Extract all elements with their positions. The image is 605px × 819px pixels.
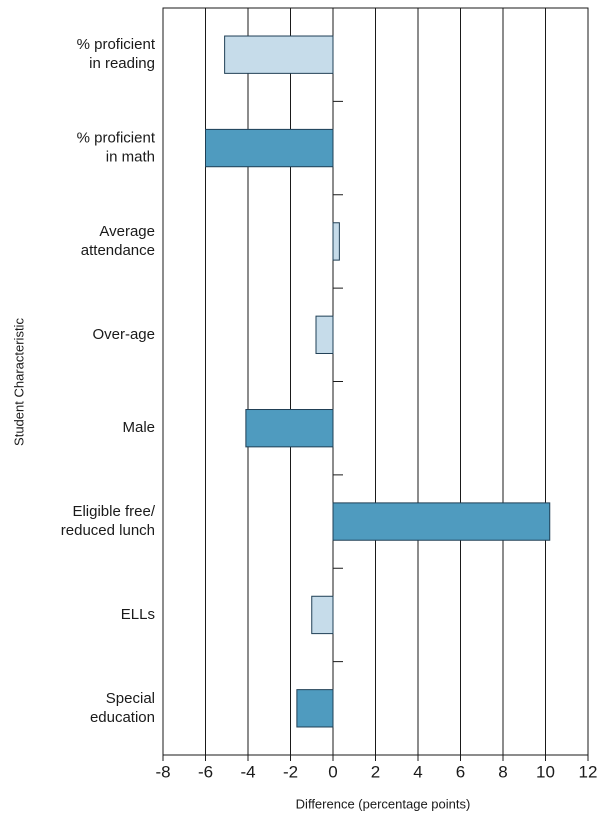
y-tick-label: Eligible free/reduced lunch bbox=[61, 503, 156, 539]
x-tick-label: 4 bbox=[413, 762, 422, 781]
y-tick-label: ELLs bbox=[121, 606, 155, 623]
bar bbox=[224, 35, 334, 74]
y-tick-label: Average attendance bbox=[81, 223, 155, 259]
bar bbox=[205, 128, 334, 168]
x-tick-label: 2 bbox=[371, 762, 380, 781]
y-tick-label-line: Special bbox=[106, 690, 155, 707]
y-tick-label: Special education bbox=[90, 690, 155, 726]
y-tick-label-line: education bbox=[90, 709, 155, 726]
x-tick-label: -2 bbox=[283, 762, 298, 781]
x-tick-label: -4 bbox=[240, 762, 255, 781]
bar bbox=[332, 222, 340, 261]
y-tick-label-line: Male bbox=[122, 419, 155, 436]
y-tick-label-line: % proficient bbox=[77, 36, 156, 53]
bar bbox=[296, 689, 334, 728]
bar bbox=[311, 595, 334, 635]
x-tick-label: 0 bbox=[328, 762, 337, 781]
y-tick-label-line: reduced lunch bbox=[61, 522, 155, 539]
x-axis-label: Difference (percentage points) bbox=[296, 796, 471, 811]
y-tick-label: Over-age bbox=[92, 326, 155, 343]
y-tick-label-line: in math bbox=[106, 149, 155, 166]
bar bbox=[315, 315, 334, 354]
y-tick-label-line: Average bbox=[99, 223, 155, 240]
x-tick-label: 6 bbox=[456, 762, 465, 781]
bar bbox=[332, 502, 551, 541]
y-axis-label: Student Characteristic bbox=[11, 318, 26, 446]
x-tick-label: 12 bbox=[579, 762, 598, 781]
x-tick-label: 8 bbox=[498, 762, 507, 781]
x-tick-label: -8 bbox=[155, 762, 170, 781]
y-tick-label: Male bbox=[122, 419, 155, 436]
plot-frame bbox=[162, 7, 589, 756]
y-tick-label: % proficient in reading bbox=[77, 36, 156, 72]
y-tick-label-line: Eligible free/ bbox=[72, 503, 155, 520]
bar bbox=[245, 409, 334, 448]
y-tick-label-line: attendance bbox=[81, 242, 155, 259]
x-tick-label: 10 bbox=[536, 762, 555, 781]
y-tick-label-line: in reading bbox=[89, 55, 155, 72]
y-tick-label-line: Over-age bbox=[92, 326, 155, 343]
x-tick-label: -6 bbox=[198, 762, 213, 781]
y-tick-label-line: % proficient bbox=[77, 130, 156, 147]
y-tick-label-line: ELLs bbox=[121, 606, 155, 623]
y-tick-label: % proficient in math bbox=[77, 130, 156, 166]
